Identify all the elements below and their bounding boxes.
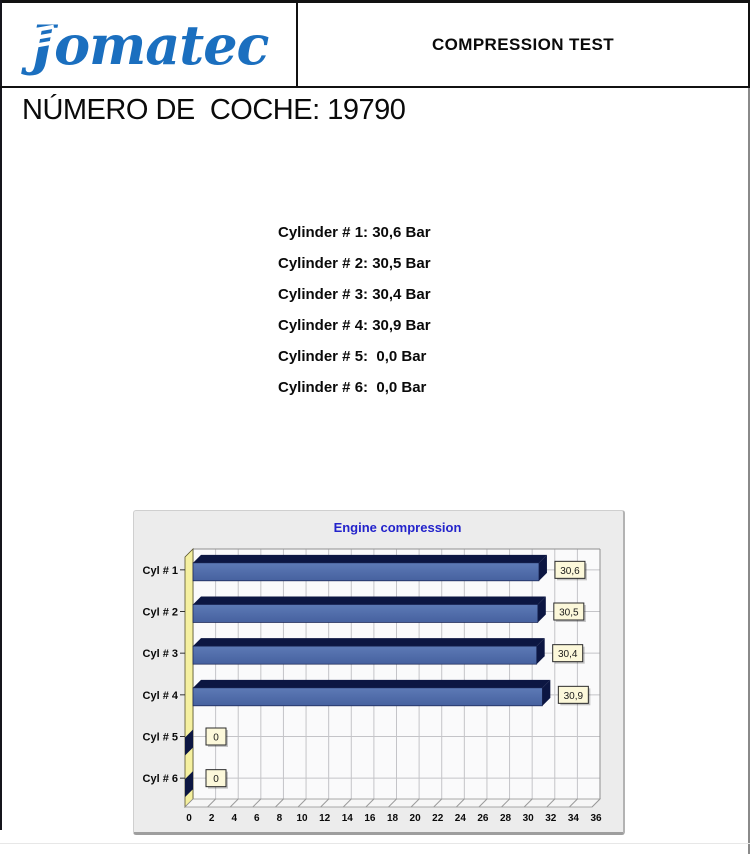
chart-title: Engine compression bbox=[333, 520, 462, 535]
cylinder-reading: Cylinder # 4: 30,9 Bar bbox=[278, 317, 431, 334]
chart-text: 28 bbox=[500, 813, 512, 824]
chart-text: 30,6 bbox=[560, 566, 580, 577]
cylinder-reading: Cylinder # 1: 30,6 Bar bbox=[278, 224, 431, 241]
chart-text: 8 bbox=[277, 813, 283, 824]
chart-text: 26 bbox=[477, 813, 489, 824]
logo-text: Jomatec bbox=[29, 12, 270, 77]
page-border-right bbox=[748, 0, 750, 854]
chart-text: 4 bbox=[231, 813, 237, 824]
chart-text: 30 bbox=[523, 813, 535, 824]
chart-text: Cyl # 1 bbox=[143, 565, 178, 577]
chart-text: 22 bbox=[432, 813, 444, 824]
chart-text: Cyl # 4 bbox=[143, 690, 179, 702]
chart-text: 14 bbox=[342, 813, 354, 824]
chart-text: Cyl # 3 bbox=[143, 648, 178, 660]
report-title: COMPRESSION TEST bbox=[431, 34, 615, 54]
chart-text: 0 bbox=[213, 774, 219, 785]
chart-text: 30,4 bbox=[558, 649, 578, 660]
chart-text: 34 bbox=[568, 813, 580, 824]
page-footer-line bbox=[0, 843, 750, 844]
cylinder-reading: Cylinder # 6: 0,0 Bar bbox=[278, 379, 427, 396]
header-border-right bbox=[748, 0, 750, 88]
chart-text: 16 bbox=[364, 813, 376, 824]
chart-text: 0 bbox=[213, 733, 219, 744]
compression-chart-canvas: 30,6 Cyl # 1 30,5 Cyl # 2 30,4 Cyl # 3 30,9 Cyl… bbox=[143, 548, 602, 824]
chart-text: 0 bbox=[186, 813, 192, 824]
page-border-left bbox=[0, 0, 2, 830]
chart-text: Cyl # 2 bbox=[143, 607, 178, 619]
chart-text: 2 bbox=[209, 813, 215, 824]
cylinder-reading: Cylinder # 3: 30,4 Bar bbox=[278, 286, 431, 303]
chart-text: 24 bbox=[455, 813, 467, 824]
chart-text: 20 bbox=[410, 813, 422, 824]
chart-text: 6 bbox=[254, 813, 260, 824]
chart-text: 12 bbox=[319, 813, 331, 824]
cylinder-reading: Cylinder # 2: 30,5 Bar bbox=[278, 255, 431, 272]
chart-text: Cyl # 5 bbox=[143, 732, 178, 744]
page-border-top bbox=[0, 0, 750, 3]
chart-text: 10 bbox=[296, 813, 308, 824]
chart-text: 32 bbox=[545, 813, 557, 824]
chart-text: Cyl # 6 bbox=[143, 773, 178, 785]
chart-text: 30,5 bbox=[559, 608, 579, 619]
title-cell: COMPRESSION TEST bbox=[298, 3, 748, 86]
car-number-value: 19790 bbox=[327, 94, 406, 126]
chart-text: 30,9 bbox=[564, 691, 584, 702]
car-number-label: NÚMERO DE COCHE: bbox=[22, 94, 328, 126]
logo-cell: Jomatec bbox=[2, 3, 296, 86]
cylinder-reading: Cylinder # 5: 0,0 Bar bbox=[278, 348, 427, 365]
chart-text: 18 bbox=[387, 813, 399, 824]
jomatec-logo: Jomatec bbox=[25, 18, 269, 72]
compression-chart: 30,6 Cyl # 1 30,5 Cyl # 2 30,4 Cyl # 3 30,9 Cyl… bbox=[133, 510, 625, 835]
chart-text: 36 bbox=[590, 813, 602, 824]
header-bottom-border bbox=[0, 86, 750, 88]
car-number-line: NÚMERO DE COCHE: 19790 bbox=[22, 94, 406, 127]
header-divider bbox=[296, 3, 298, 86]
cylinder-readings-list: Cylinder # 1: 30,6 Bar Cylinder # 2: 30,… bbox=[278, 217, 431, 403]
